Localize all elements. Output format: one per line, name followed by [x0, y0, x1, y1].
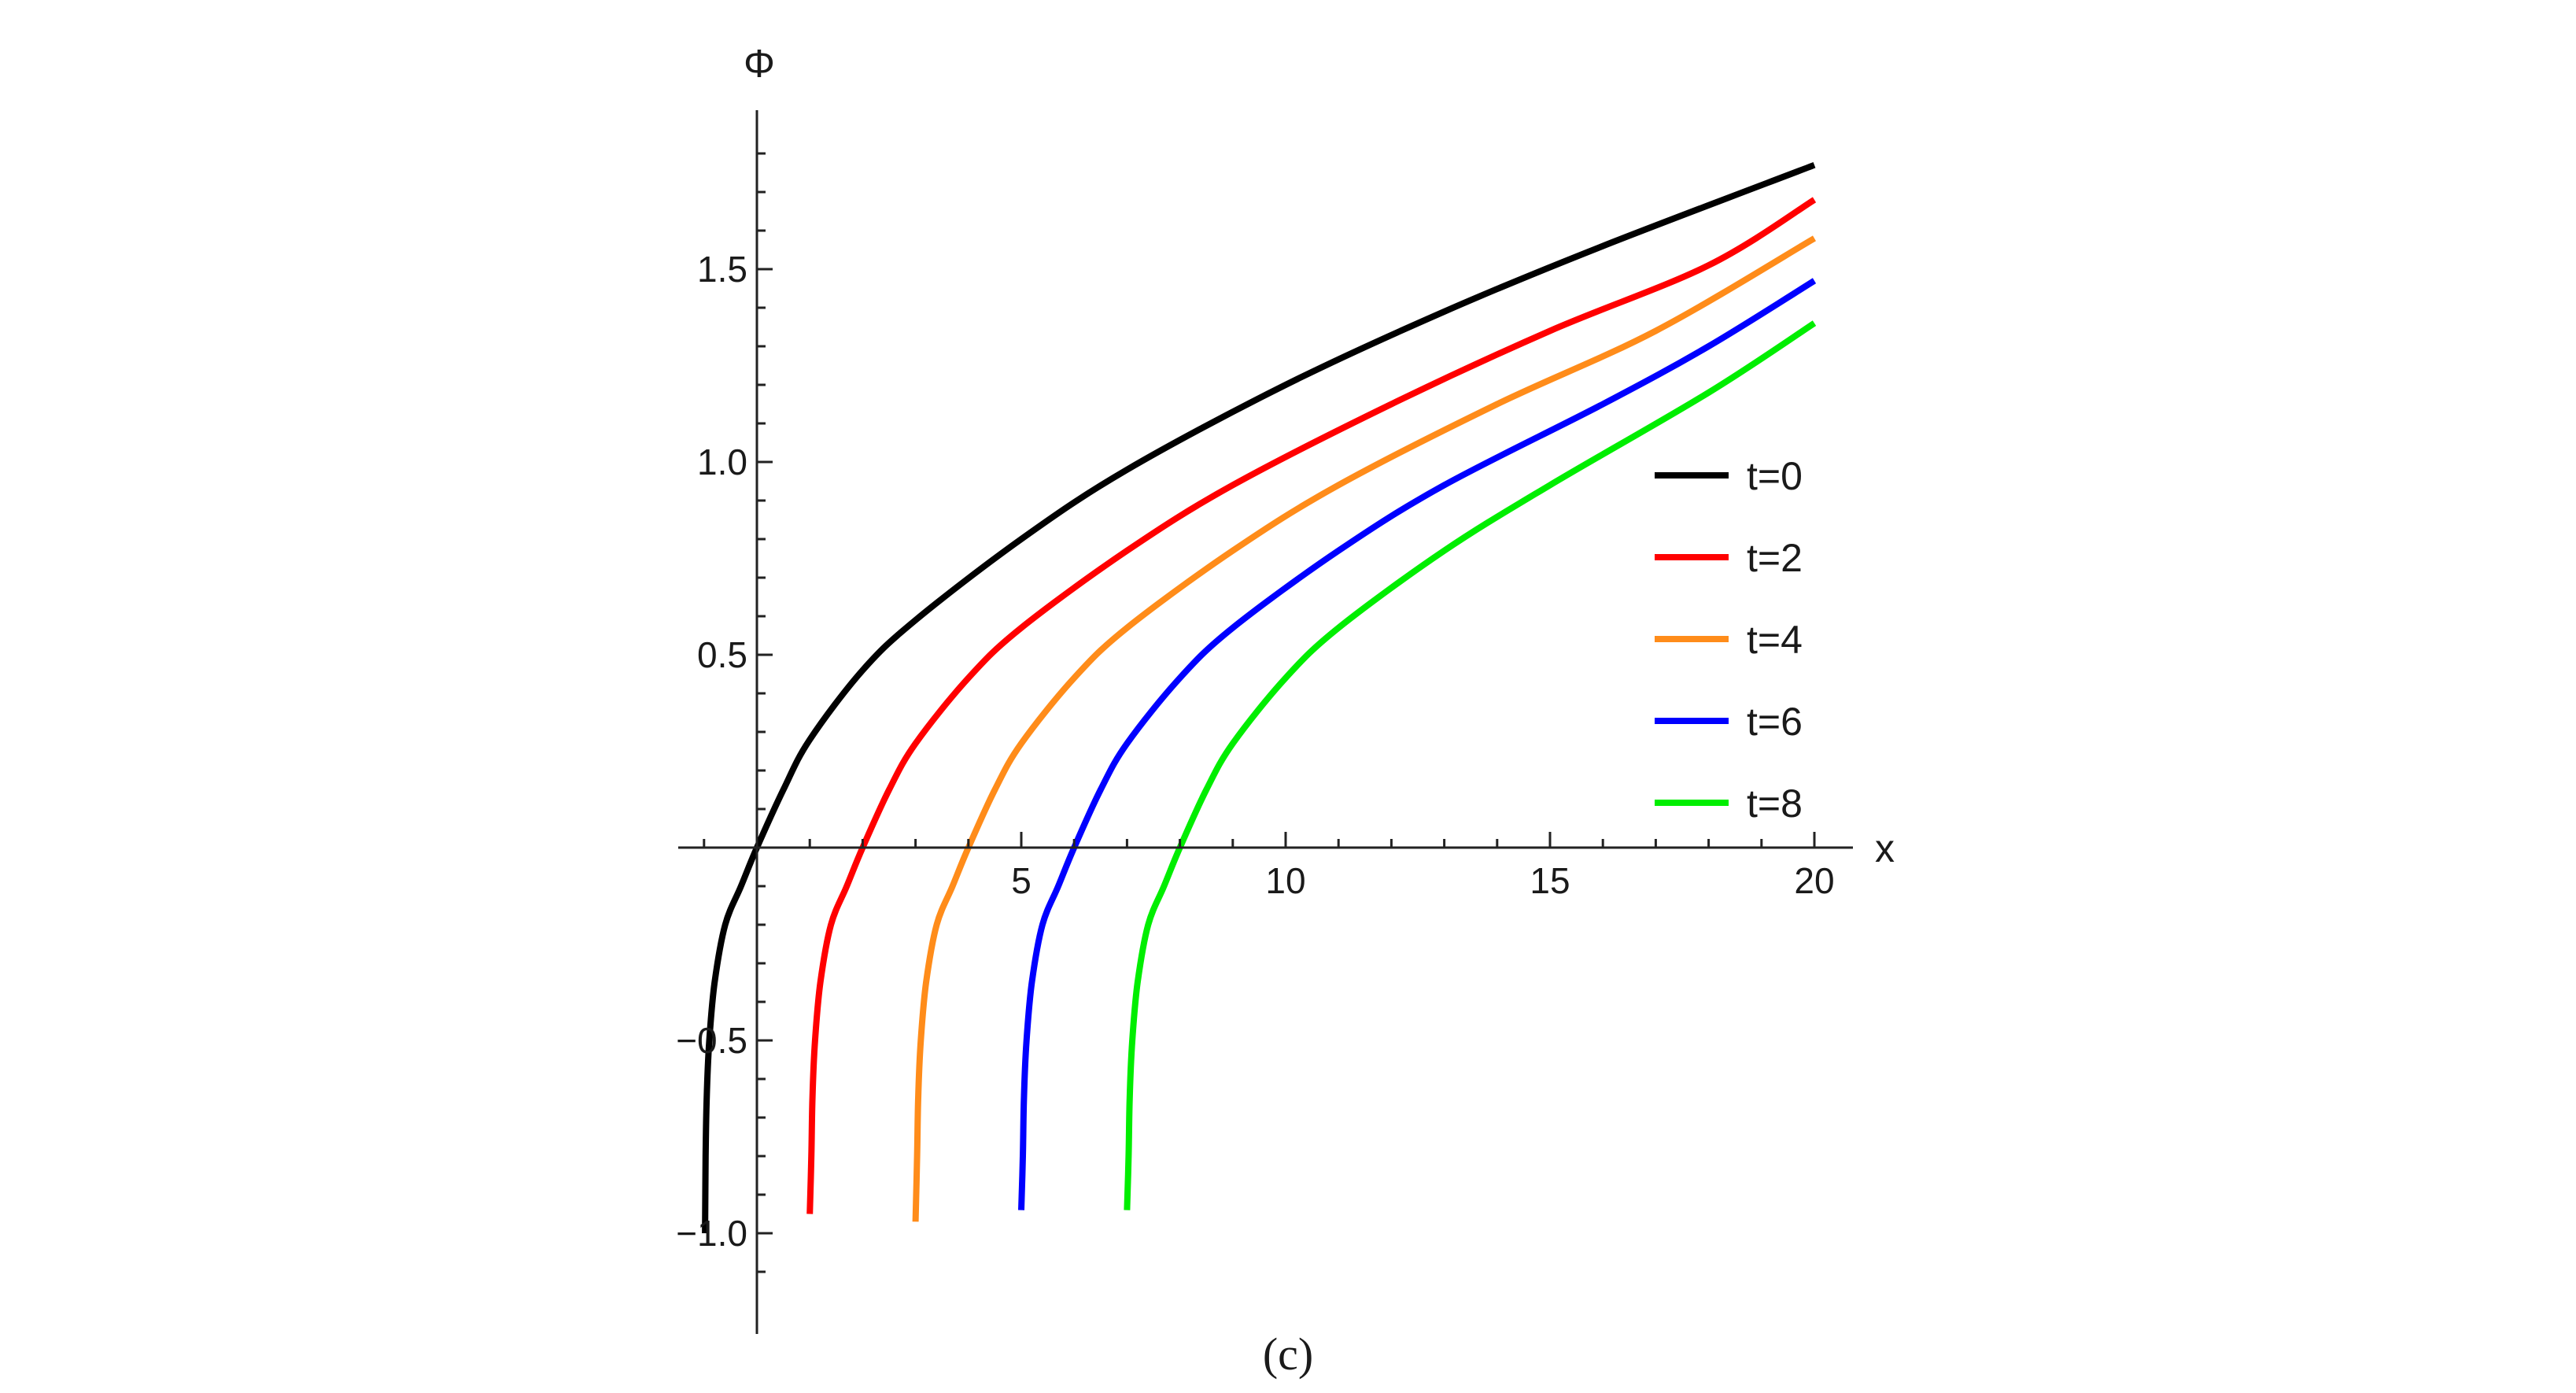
series-line-t-2 [806, 197, 1817, 1214]
figure-caption: (c) [1263, 1328, 1313, 1380]
series-line-t-8 [1124, 320, 1817, 1210]
x-tick-label: 5 [1011, 860, 1032, 901]
legend-label-t-8: t=8 [1747, 781, 1803, 826]
x-tick-label: 10 [1265, 860, 1305, 901]
y-tick-label: −1.0 [676, 1213, 747, 1254]
y-axis-label: Φ [744, 42, 775, 86]
legend-label-t-6: t=6 [1747, 700, 1803, 744]
x-tick-label: 20 [1794, 860, 1834, 901]
y-tick-label: 1.5 [697, 249, 747, 290]
legend-label-t-0: t=0 [1747, 454, 1803, 498]
y-tick-label: 1.0 [697, 442, 747, 482]
legend-label-t-2: t=2 [1747, 536, 1803, 580]
series-line-t-4 [912, 235, 1817, 1222]
series-line-t-0 [702, 161, 1816, 1234]
legend: t=0 t=2 t=4 t=6 t=8 [1655, 454, 1803, 826]
series-line-t-6 [1018, 278, 1817, 1210]
y-tick-label: −0.5 [676, 1020, 747, 1061]
axes: 5 10 15 20 −1.0 −0.5 0.5 1.0 1.5 [676, 110, 1853, 1334]
x-tick-label: 15 [1530, 860, 1570, 901]
x-axis-label: x [1875, 826, 1895, 870]
y-tick-label: 0.5 [697, 634, 747, 675]
series-curves [702, 161, 1817, 1234]
legend-label-t-4: t=4 [1747, 618, 1803, 662]
